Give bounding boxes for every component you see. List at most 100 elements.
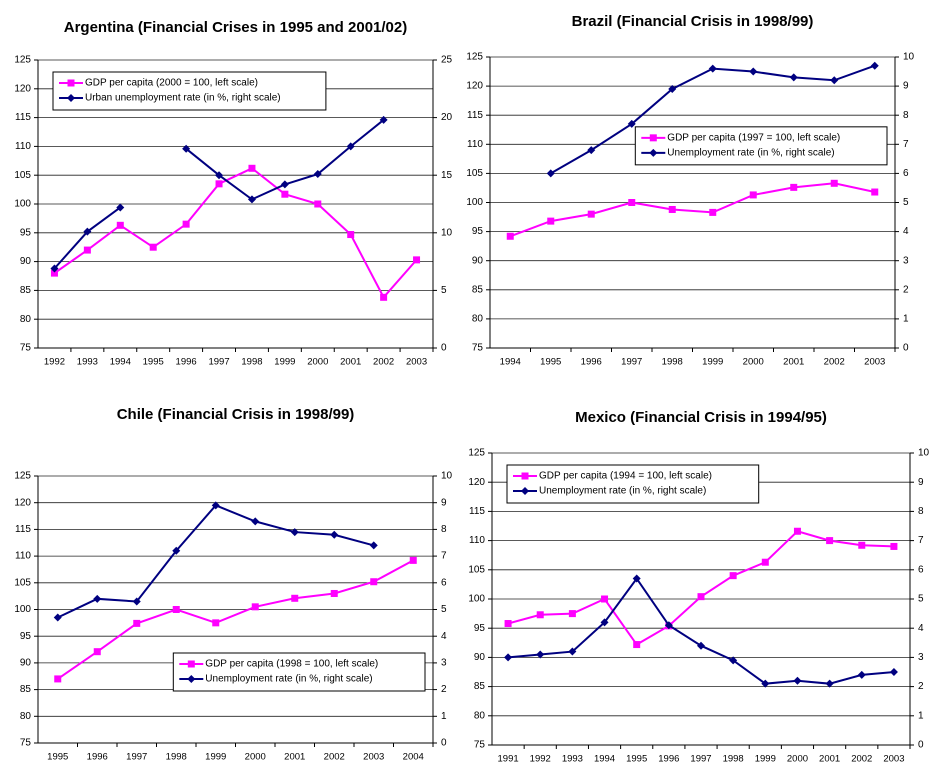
x-tick-label: 1992 [530,754,551,765]
marker [379,115,388,124]
y2-tick-label: 9 [918,477,924,488]
x-tick-label: 1995 [143,357,164,368]
y2-tick-label: 10 [903,52,915,63]
chart: Argentina (Financial Crises in 1995 and … [14,19,452,368]
x-tick-label: 1997 [208,357,229,368]
y-tick-label: 115 [467,110,483,121]
marker [212,619,220,627]
marker [830,179,838,187]
marker [708,64,717,73]
y2-tick-label: 1 [903,314,909,325]
marker [793,676,802,685]
legend: GDP per capita (2000 = 100, left scale) U… [52,71,327,111]
marker [314,200,322,208]
y2-tick-label: 1 [441,711,447,722]
y-tick-label: 90 [474,652,486,663]
legend-label: GDP per capita (1997 = 100, left scale) [667,132,840,143]
marker [280,180,289,189]
y2-tick-label: 0 [441,738,447,749]
marker [116,203,125,212]
legend: GDP per capita (1997 = 100, left scale) U… [634,126,888,166]
x-tick-label: 2003 [883,754,904,765]
y-tick-label: 95 [474,623,486,634]
y2-tick-label: 0 [903,343,909,354]
marker [251,603,259,611]
y2-tick-label: 7 [918,535,924,546]
x-tick-label: 1999 [205,752,226,763]
y-tick-label: 115 [15,524,31,535]
y2-tick-label: 8 [903,110,909,121]
marker [182,144,191,153]
y2-tick-label: 0 [918,740,924,751]
y2-tick-label: 0 [441,343,447,354]
x-tick-label: 2000 [787,754,808,765]
x-tick-label: 1996 [87,752,108,763]
marker [370,578,378,586]
marker [857,670,866,679]
x-tick-label: 1991 [498,754,519,765]
marker [506,232,514,240]
marker [215,171,224,180]
y2-tick-label: 5 [441,604,447,615]
y2-tick-label: 10 [441,471,453,482]
x-tick-label: 1996 [176,357,197,368]
y-tick-label: 125 [14,471,31,482]
marker [664,621,673,630]
chart-title: Brazil (Financial Crisis in 1998/99) [572,13,814,30]
marker [211,501,220,510]
y2-tick-label: 7 [441,551,447,562]
marker [187,675,196,683]
marker [67,94,75,102]
x-tick-label: 2003 [406,357,427,368]
x-tick-label: 1996 [581,357,602,368]
x-tick-label: 1997 [690,754,711,765]
marker [330,589,338,597]
chart-title: Chile (Financial Crisis in 1998/99) [117,406,355,423]
marker [749,67,758,76]
marker [504,620,512,628]
x-tick-label: 1998 [723,754,744,765]
marker [587,146,596,155]
marker [215,180,223,188]
y2-tick-label: 25 [441,55,453,66]
x-tick-label: 1997 [126,752,147,763]
y2-tick-label: 2 [441,684,447,695]
y2-tick-label: 10 [441,227,453,238]
y2-tick-label: 6 [441,577,447,588]
marker [889,668,898,676]
y2-tick-label: 4 [918,623,924,634]
marker [504,653,513,662]
series-line [57,559,414,680]
chart: Brazil (Financial Crisis in 1998/99)7580… [466,13,914,368]
y-tick-label: 105 [14,577,31,588]
y-tick-label: 110 [15,551,31,562]
x-tick-label: 1994 [500,357,521,368]
y-tick-label: 115 [469,506,485,517]
marker [761,679,770,688]
y-tick-label: 110 [467,139,483,150]
marker [413,256,421,264]
y-tick-label: 100 [14,199,31,210]
marker [330,530,339,539]
x-tick-label: 1999 [274,357,295,368]
x-tick-label: 2000 [307,357,328,368]
chart-title: Mexico (Financial Crisis in 1994/95) [575,409,827,426]
y-tick-label: 80 [472,314,484,325]
y2-tick-label: 3 [441,658,447,669]
x-tick-label: 1995 [47,752,68,763]
marker [50,264,59,273]
marker [627,119,636,128]
marker [568,647,577,656]
y2-tick-label: 5 [903,197,909,208]
series-line [53,167,418,300]
series-line [507,530,894,646]
marker [649,148,658,157]
y-tick-label: 100 [14,604,31,615]
y-tick-label: 110 [469,535,485,546]
marker [172,546,181,555]
marker [632,574,641,583]
marker [54,675,62,683]
legend-label: Unemployment rate (in %, right scale) [667,147,834,158]
marker [697,641,705,650]
